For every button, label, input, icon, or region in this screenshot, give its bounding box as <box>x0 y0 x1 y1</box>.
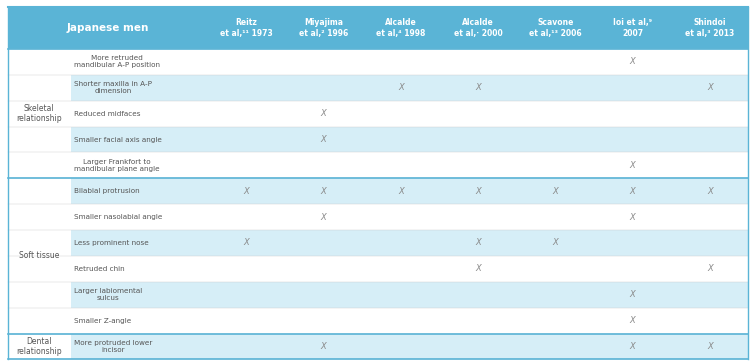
Text: X: X <box>321 187 327 196</box>
Text: X: X <box>630 161 636 170</box>
Bar <box>70 334 748 359</box>
Text: Reitz
et al,¹¹ 1973: Reitz et al,¹¹ 1973 <box>220 19 273 38</box>
Text: X: X <box>321 342 327 351</box>
Text: More protruded lower
incisor: More protruded lower incisor <box>74 340 153 353</box>
Text: Dental
relationship: Dental relationship <box>16 337 62 356</box>
Text: X: X <box>553 187 558 196</box>
Text: More retruded
mandibular A-P position: More retruded mandibular A-P position <box>74 56 160 69</box>
Text: X: X <box>630 57 636 66</box>
Text: Alcalde
et al,· 2000: Alcalde et al,· 2000 <box>454 19 503 38</box>
Text: Shorter maxilla in A-P
dimension: Shorter maxilla in A-P dimension <box>74 81 152 94</box>
Text: X: X <box>321 213 327 222</box>
Bar <box>70 127 748 152</box>
Text: X: X <box>475 238 481 248</box>
Text: Less prominent nose: Less prominent nose <box>74 240 149 246</box>
Text: Scavone
et al,¹³ 2006: Scavone et al,¹³ 2006 <box>529 19 581 38</box>
Text: X: X <box>707 187 713 196</box>
Bar <box>8 7 748 49</box>
Text: X: X <box>630 316 636 325</box>
Bar <box>8 307 70 334</box>
Bar <box>70 307 748 334</box>
Text: Smaller Z-angle: Smaller Z-angle <box>74 318 132 323</box>
Bar <box>70 204 748 230</box>
Bar <box>8 49 70 75</box>
Text: X: X <box>707 83 713 92</box>
Text: X: X <box>321 135 327 144</box>
Text: X: X <box>630 213 636 222</box>
Text: X: X <box>243 187 249 196</box>
Bar <box>70 75 748 101</box>
Bar <box>8 256 70 282</box>
Bar <box>70 101 748 127</box>
Text: X: X <box>398 187 404 196</box>
Text: Larger labiomental
sulcus: Larger labiomental sulcus <box>74 288 143 301</box>
Bar <box>70 256 748 282</box>
Bar <box>8 75 70 101</box>
Text: Larger Frankfort to
mandibular plane angle: Larger Frankfort to mandibular plane ang… <box>74 159 160 172</box>
Text: X: X <box>630 342 636 351</box>
Text: X: X <box>475 264 481 273</box>
Bar <box>8 127 70 152</box>
Text: Soft tissue: Soft tissue <box>19 252 59 260</box>
Text: X: X <box>707 342 713 351</box>
Text: Reduced midfaces: Reduced midfaces <box>74 111 141 117</box>
Text: Smaller nasolabial angle: Smaller nasolabial angle <box>74 214 163 220</box>
Text: X: X <box>398 83 404 92</box>
Bar <box>70 282 748 307</box>
Text: Miyajima
et al,² 1996: Miyajima et al,² 1996 <box>299 19 348 38</box>
Text: Ioi et al,⁹
2007: Ioi et al,⁹ 2007 <box>613 19 652 38</box>
Text: X: X <box>707 264 713 273</box>
Text: X: X <box>630 187 636 196</box>
Bar <box>70 152 748 178</box>
Bar <box>70 49 748 75</box>
Bar <box>8 230 70 256</box>
Text: Skeletal
relationship: Skeletal relationship <box>16 104 62 123</box>
Bar <box>8 282 70 307</box>
Bar <box>8 101 70 127</box>
Bar <box>8 204 70 230</box>
Text: X: X <box>321 109 327 118</box>
Text: Shindoi
et al,³ 2013: Shindoi et al,³ 2013 <box>685 19 734 38</box>
Bar <box>70 178 748 204</box>
Bar <box>8 334 70 359</box>
Text: X: X <box>553 238 558 248</box>
Text: Retruded chin: Retruded chin <box>74 266 125 272</box>
Text: Bilabial protrusion: Bilabial protrusion <box>74 188 140 194</box>
Text: Alcalde
et al,⁴ 1998: Alcalde et al,⁴ 1998 <box>376 19 426 38</box>
Text: Japanese men: Japanese men <box>67 23 149 33</box>
Text: Smaller facial axis angle: Smaller facial axis angle <box>74 136 163 143</box>
Bar <box>8 178 70 204</box>
Text: X: X <box>475 83 481 92</box>
Bar <box>70 230 748 256</box>
Bar <box>8 152 70 178</box>
Text: X: X <box>630 290 636 299</box>
Text: X: X <box>243 238 249 248</box>
Text: X: X <box>475 187 481 196</box>
